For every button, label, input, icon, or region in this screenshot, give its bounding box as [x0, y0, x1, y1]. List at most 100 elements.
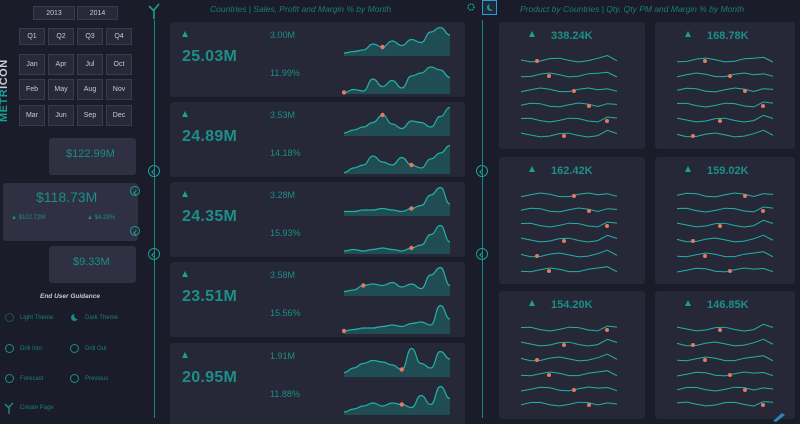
month-button-apr[interactable]: Apr — [48, 54, 74, 75]
sparkline-marker — [691, 134, 695, 138]
sparkline-line — [676, 386, 774, 392]
sparkline-line — [520, 87, 618, 93]
sparkline-line — [520, 325, 618, 332]
product-sparklines — [520, 325, 618, 407]
sparkline-line — [343, 106, 451, 134]
country-panel: 23.51M 3.58M 15.56% — [170, 262, 465, 337]
sparkline-marker — [587, 209, 591, 213]
month-button-jun[interactable]: Jun — [48, 105, 74, 126]
sparkline-area — [344, 67, 450, 94]
sparkline-marker — [547, 373, 551, 377]
quarter-button-q3[interactable]: Q3 — [77, 28, 103, 45]
country-margin-value: 11.99% — [270, 68, 300, 78]
month-button-oct[interactable]: Oct — [106, 54, 132, 75]
sparkline-area — [344, 145, 450, 174]
sparkline-line — [520, 338, 618, 347]
play-circle-icon — [5, 374, 14, 383]
guidance-light-label: Light Theme — [20, 315, 54, 321]
drill-left-button-2[interactable] — [148, 248, 160, 260]
country-margin-value: 14.18% — [270, 148, 301, 158]
sparkline-marker — [703, 358, 707, 362]
gear-icon[interactable] — [466, 2, 476, 12]
sparkline-marker — [691, 343, 695, 347]
sparkline-marker — [743, 388, 747, 392]
sun-icon — [5, 313, 14, 322]
sparkline-line — [343, 26, 451, 54]
quarter-button-q2[interactable]: Q2 — [48, 28, 74, 45]
drill-middle-button-2[interactable] — [476, 248, 488, 260]
sparkline-marker — [703, 59, 707, 63]
month-button-nov[interactable]: Nov — [106, 79, 132, 100]
sparkline-marker — [409, 162, 414, 168]
country-sparklines — [343, 186, 451, 254]
summary-drill-icon-top[interactable] — [130, 186, 140, 196]
sparkline-marker — [342, 90, 347, 95]
sparkline-marker — [703, 254, 707, 258]
month-button-dec[interactable]: Dec — [106, 105, 132, 126]
sparkline-line — [520, 116, 618, 123]
month-button-jul[interactable]: Jul — [77, 54, 103, 75]
trend-up-icon — [529, 300, 535, 306]
trend-up-icon — [529, 166, 535, 172]
sparkline-marker — [761, 209, 765, 213]
year-button-2013[interactable]: 2013 — [33, 6, 75, 20]
sparkline-marker — [535, 59, 539, 63]
sparkline-marker — [547, 74, 551, 78]
trend-up-icon — [182, 352, 188, 358]
sparkline-marker — [718, 328, 722, 332]
drill-left-button-1[interactable] — [148, 165, 160, 177]
product-sparklines — [676, 323, 774, 407]
sparkline-marker — [743, 194, 747, 198]
month-button-mar[interactable]: Mar — [19, 105, 45, 126]
month-button-feb[interactable]: Feb — [19, 79, 45, 100]
guidance-title: End User Guidance — [40, 293, 100, 300]
sparkline-marker — [718, 224, 722, 228]
sparkline-line — [676, 192, 774, 198]
sparkline-marker — [572, 194, 576, 198]
sparkline-marker — [535, 254, 539, 258]
theme-toggle-icon[interactable] — [482, 0, 497, 15]
drill-middle-button-1[interactable] — [476, 165, 488, 177]
sparkline-marker — [728, 269, 732, 273]
product-panel: 162.42K — [499, 157, 645, 284]
country-margin-value: 15.56% — [270, 308, 301, 318]
sparkline-line — [676, 251, 774, 258]
year-button-2014[interactable]: 2014 — [77, 6, 118, 20]
country-margin-value: 15.93% — [270, 228, 301, 238]
sparkline-marker — [587, 104, 591, 108]
month-button-sep[interactable]: Sep — [77, 105, 103, 126]
sparkline-marker — [728, 373, 732, 377]
play-circle-icon-2 — [70, 374, 79, 383]
sparkline-line — [520, 234, 618, 243]
country-profit-value: 1.91M — [270, 351, 296, 361]
sparkline-marker — [761, 104, 765, 108]
trend-up-icon — [182, 31, 188, 37]
sparkline-marker — [399, 367, 405, 372]
month-button-aug[interactable]: Aug — [77, 79, 103, 100]
trend-up-icon — [182, 111, 188, 117]
quarter-button-q4[interactable]: Q4 — [106, 28, 132, 45]
guidance-create-page-label: Create Page — [20, 405, 54, 411]
product-panel: 168.78K — [655, 22, 795, 149]
middle-section-title: Countries | Sales, Profit and Margin % b… — [210, 4, 392, 14]
summary-main-card: $118.73M ▲ $102.72M ▲ $4.28% — [3, 183, 138, 241]
brand-logo: METRICON — [0, 58, 14, 122]
sparkline-line — [676, 371, 774, 377]
sparkline-line — [344, 186, 451, 213]
edit-pencil-icon[interactable] — [772, 412, 786, 422]
sparkline-marker — [562, 239, 566, 243]
summary-drill-icon-bottom[interactable] — [130, 226, 140, 236]
plant-icon — [4, 402, 14, 414]
sparkline-line — [343, 66, 451, 94]
month-button-may[interactable]: May — [48, 79, 74, 100]
country-panel: 24.35M 3.28M 15.93% — [170, 182, 465, 257]
sparkline-line — [520, 192, 618, 198]
quarter-button-q1[interactable]: Q1 — [19, 28, 45, 45]
month-button-jan[interactable]: Jan — [19, 54, 45, 75]
right-section-title: Product by Countries | Qty, Qty PM and M… — [520, 4, 745, 14]
country-panel: 24.89M 3.53M 14.18% — [170, 102, 465, 177]
sparkline-line — [676, 267, 774, 273]
sparkline-marker — [743, 89, 747, 93]
sparkline-line — [676, 323, 774, 332]
sparkline-area — [344, 386, 450, 415]
